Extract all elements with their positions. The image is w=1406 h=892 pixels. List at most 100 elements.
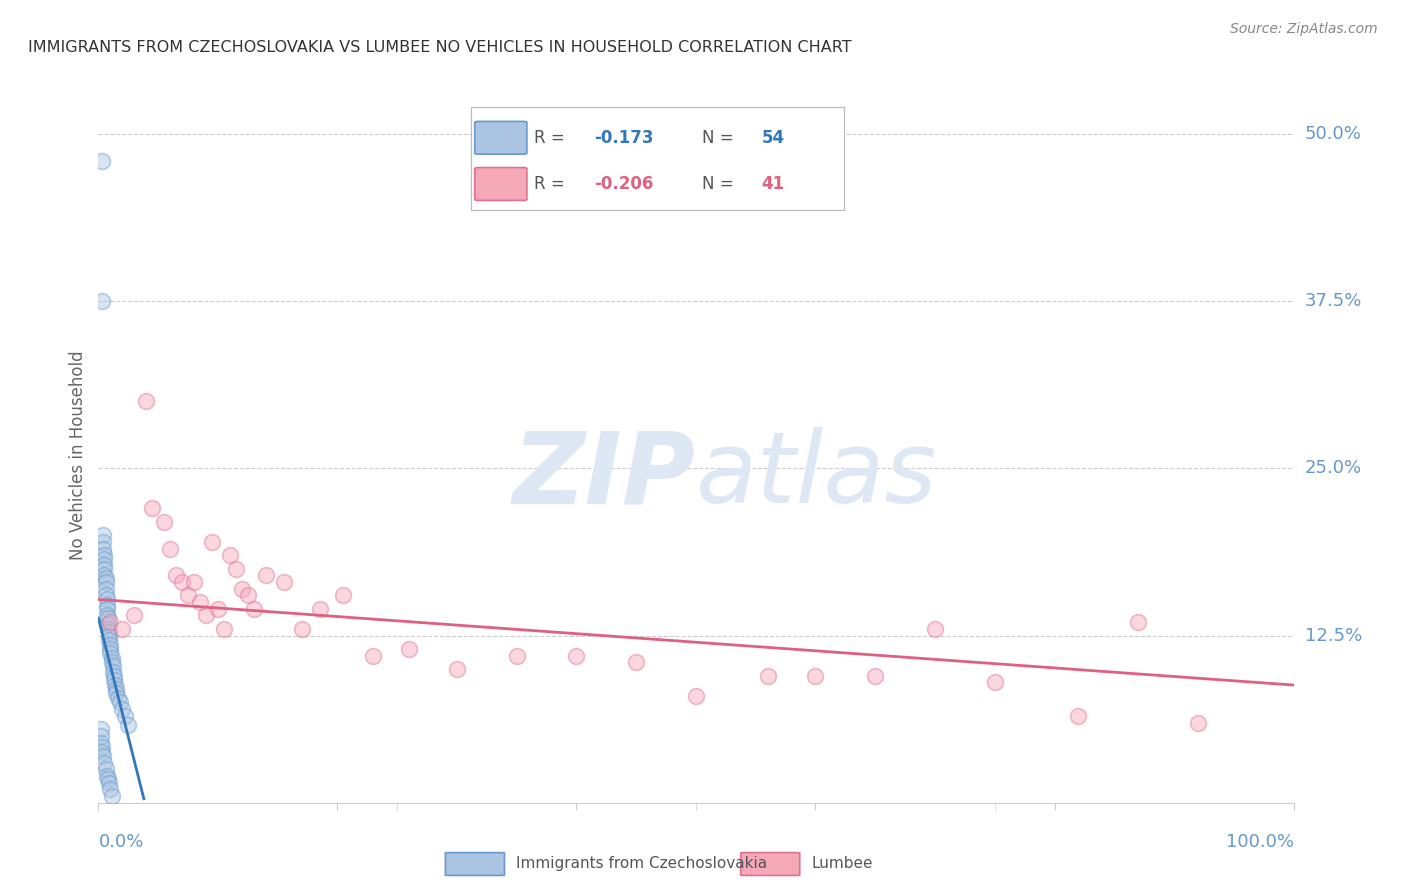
Point: [231, 582, 253, 596]
Text: Source: ZipAtlas.com: Source: ZipAtlas.com: [1230, 22, 1378, 37]
Text: -0.173: -0.173: [593, 128, 654, 147]
Point: [103, 673, 125, 687]
Point: [188, 595, 211, 609]
FancyBboxPatch shape: [741, 853, 800, 875]
Text: 41: 41: [762, 175, 785, 193]
Point: [141, 501, 163, 516]
Point: [111, 622, 134, 636]
Point: [924, 622, 946, 636]
Point: [90, 735, 112, 749]
Point: [97, 611, 120, 625]
Point: [93, 548, 115, 563]
Point: [225, 562, 247, 576]
FancyBboxPatch shape: [475, 168, 527, 201]
Point: [94, 575, 117, 590]
Point: [243, 602, 266, 616]
Point: [93, 756, 115, 770]
Text: 100.0%: 100.0%: [1226, 833, 1294, 851]
Point: [212, 622, 235, 636]
Point: [107, 691, 129, 706]
Point: [332, 589, 354, 603]
Point: [446, 662, 468, 676]
Text: atlas: atlas: [696, 427, 938, 524]
Point: [96, 608, 118, 623]
Point: [626, 655, 648, 669]
Point: [183, 575, 205, 590]
Point: [91, 541, 114, 556]
Point: [96, 592, 118, 607]
Point: [135, 394, 157, 409]
Point: [100, 789, 122, 804]
Point: [98, 615, 122, 630]
Point: [91, 294, 114, 309]
Text: Lumbee: Lumbee: [811, 855, 873, 871]
Point: [273, 575, 295, 590]
Point: [172, 575, 194, 590]
Point: [97, 772, 120, 786]
Point: [685, 689, 707, 703]
Point: [97, 616, 120, 631]
Point: [111, 702, 134, 716]
Point: [291, 622, 314, 636]
Point: [90, 723, 112, 737]
Point: [94, 571, 117, 585]
Point: [96, 598, 118, 612]
Point: [398, 642, 420, 657]
Point: [101, 659, 124, 673]
Point: [984, 675, 1007, 690]
Point: [165, 568, 187, 582]
Text: Immigrants from Czechoslovakia: Immigrants from Czechoslovakia: [516, 855, 768, 871]
Point: [98, 632, 121, 647]
Point: [308, 602, 330, 616]
Point: [114, 708, 136, 723]
Point: [236, 589, 259, 603]
Text: 54: 54: [762, 128, 785, 147]
Point: [94, 589, 117, 603]
Text: 12.5%: 12.5%: [1305, 626, 1362, 645]
Point: [1128, 615, 1150, 630]
Point: [91, 534, 114, 549]
Point: [756, 669, 779, 683]
Text: 25.0%: 25.0%: [1305, 459, 1362, 477]
Point: [98, 638, 122, 652]
Point: [1067, 708, 1090, 723]
Point: [1187, 715, 1209, 730]
Point: [100, 655, 122, 669]
Point: [96, 602, 118, 616]
Point: [91, 749, 114, 764]
Point: [96, 769, 118, 783]
Text: -0.206: -0.206: [593, 175, 654, 193]
Point: [108, 696, 131, 710]
Point: [98, 642, 122, 657]
Point: [94, 762, 117, 776]
Text: 50.0%: 50.0%: [1305, 125, 1361, 143]
Point: [565, 648, 588, 663]
Point: [97, 622, 120, 636]
Text: R =: R =: [534, 128, 571, 147]
Point: [93, 568, 115, 582]
Point: [195, 608, 218, 623]
Point: [98, 646, 122, 660]
Point: [254, 568, 277, 582]
Point: [105, 686, 128, 700]
Point: [98, 776, 121, 790]
Point: [363, 648, 385, 663]
Point: [804, 669, 827, 683]
Text: 37.5%: 37.5%: [1305, 292, 1362, 310]
Point: [90, 729, 112, 743]
Point: [159, 541, 181, 556]
Point: [124, 608, 146, 623]
Text: 0.0%: 0.0%: [98, 833, 143, 851]
Point: [104, 678, 127, 692]
Point: [91, 153, 114, 168]
FancyBboxPatch shape: [475, 121, 527, 154]
Point: [93, 562, 115, 576]
Point: [98, 624, 121, 639]
Y-axis label: No Vehicles in Household: No Vehicles in Household: [69, 350, 87, 560]
Point: [105, 681, 128, 696]
Point: [219, 548, 242, 563]
Text: IMMIGRANTS FROM CZECHOSLOVAKIA VS LUMBEE NO VEHICLES IN HOUSEHOLD CORRELATION CH: IMMIGRANTS FROM CZECHOSLOVAKIA VS LUMBEE…: [28, 40, 852, 55]
Point: [201, 534, 224, 549]
Point: [103, 669, 125, 683]
Point: [100, 651, 122, 665]
